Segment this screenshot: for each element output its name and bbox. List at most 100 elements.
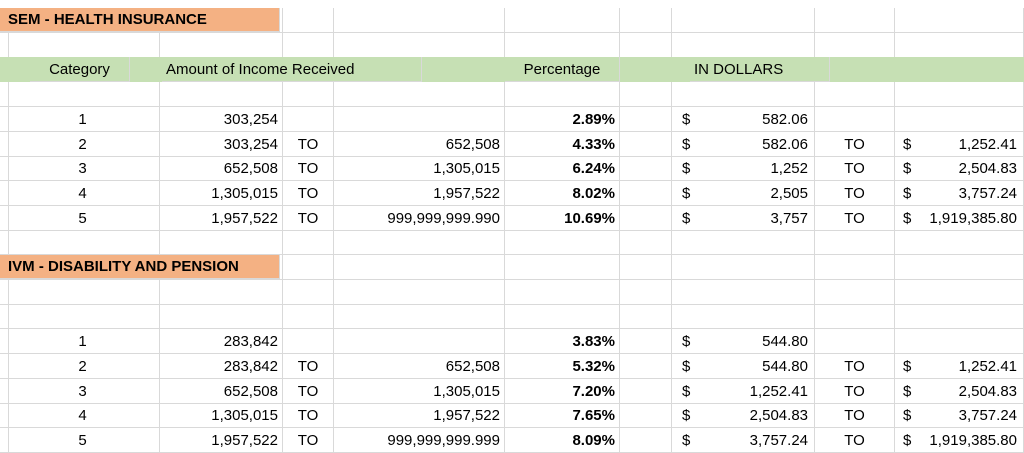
income-to-cell[interactable]: 652,508 — [334, 132, 505, 157]
grid-cell[interactable] — [0, 403, 9, 428]
grid-cell[interactable] — [0, 379, 9, 404]
grid-cell[interactable] — [0, 181, 9, 206]
to-label-cell[interactable]: TO — [815, 181, 895, 206]
section-title-health-insurance[interactable]: SEM - HEALTH INSURANCE — [0, 8, 280, 32]
grid-cell[interactable] — [815, 230, 895, 255]
grid-cell[interactable] — [160, 33, 283, 58]
grid-cell[interactable] — [620, 8, 672, 33]
to-label-cell[interactable] — [283, 329, 334, 354]
to-label-cell[interactable]: TO — [815, 206, 895, 231]
income-from-cell[interactable]: 283,842 — [160, 354, 283, 379]
income-to-cell[interactable]: 1,305,015 — [334, 379, 505, 404]
income-from-cell[interactable]: 303,254 — [160, 107, 283, 132]
income-to-cell[interactable]: 652,508 — [334, 354, 505, 379]
grid-cell[interactable] — [672, 304, 815, 329]
grid-cell[interactable] — [283, 33, 334, 58]
grid-cell[interactable] — [0, 206, 9, 231]
grid-cell[interactable] — [160, 8, 283, 33]
to-label-cell[interactable]: TO — [283, 379, 334, 404]
income-from-cell[interactable]: 652,508 — [160, 379, 283, 404]
to-label-cell[interactable]: TO — [815, 354, 895, 379]
dollars-to-cell[interactable] — [895, 329, 1024, 354]
grid-cell[interactable] — [283, 304, 334, 329]
grid-cell[interactable] — [620, 230, 672, 255]
grid-cell[interactable] — [895, 255, 1024, 280]
dollars-from-cell[interactable]: $2,504.83 — [620, 403, 815, 428]
grid-cell[interactable] — [672, 230, 815, 255]
to-label-cell[interactable]: TO — [283, 354, 334, 379]
percentage-cell[interactable]: 7.65% — [505, 403, 620, 428]
dollars-from-cell[interactable]: $544.80 — [620, 329, 815, 354]
to-label-cell[interactable]: TO — [283, 206, 334, 231]
percentage-cell[interactable]: 10.69% — [505, 206, 620, 231]
grid-cell[interactable] — [895, 280, 1024, 305]
grid-cell[interactable] — [334, 33, 505, 58]
income-from-cell[interactable]: 283,842 — [160, 329, 283, 354]
grid-cell[interactable] — [334, 255, 505, 280]
grid-cell[interactable] — [672, 33, 815, 58]
grid-cell[interactable] — [283, 230, 334, 255]
income-from-cell[interactable]: 1,957,522 — [160, 428, 283, 453]
percentage-cell[interactable]: 4.33% — [505, 132, 620, 157]
grid-cell[interactable] — [505, 230, 620, 255]
grid-cell[interactable] — [334, 280, 505, 305]
income-to-cell[interactable]: 999,999,999.999 — [334, 428, 505, 453]
grid-cell[interactable] — [0, 354, 9, 379]
percentage-cell[interactable]: 8.09% — [505, 428, 620, 453]
grid-cell[interactable] — [895, 8, 1024, 33]
to-label-cell[interactable]: TO — [815, 379, 895, 404]
grid-cell[interactable] — [0, 230, 9, 255]
dollars-from-cell[interactable]: $582.06 — [620, 107, 815, 132]
grid-cell[interactable] — [334, 82, 505, 107]
percentage-cell[interactable]: 8.02% — [505, 181, 620, 206]
grid-cell[interactable] — [815, 280, 895, 305]
grid-cell[interactable] — [6, 230, 160, 255]
grid-cell[interactable] — [620, 82, 672, 107]
grid-cell[interactable] — [283, 8, 334, 33]
income-to-cell[interactable]: 1,957,522 — [334, 403, 505, 428]
grid-cell[interactable] — [334, 304, 505, 329]
grid-cell[interactable] — [0, 329, 9, 354]
category-cell[interactable]: 2 — [6, 132, 160, 157]
percentage-cell[interactable]: 5.32% — [505, 354, 620, 379]
grid-cell[interactable] — [0, 156, 9, 181]
grid-cell[interactable] — [0, 82, 9, 107]
grid-cell[interactable] — [815, 304, 895, 329]
grid-cell[interactable] — [620, 255, 672, 280]
income-from-cell[interactable]: 303,254 — [160, 132, 283, 157]
to-label-cell[interactable]: TO — [815, 428, 895, 453]
grid-cell[interactable] — [334, 230, 505, 255]
dollars-from-cell[interactable]: $1,252 — [620, 156, 815, 181]
grid-cell[interactable] — [6, 33, 160, 58]
dollars-from-cell[interactable]: $544.80 — [620, 354, 815, 379]
grid-cell[interactable] — [160, 82, 283, 107]
grid-cell[interactable] — [505, 304, 620, 329]
income-from-cell[interactable]: 1,305,015 — [160, 403, 283, 428]
grid-cell[interactable] — [283, 280, 334, 305]
to-label-cell[interactable]: TO — [283, 428, 334, 453]
grid-cell[interactable] — [505, 82, 620, 107]
grid-cell[interactable] — [505, 8, 620, 33]
grid-cell[interactable] — [672, 280, 815, 305]
dollars-to-cell[interactable]: $2,504.83 — [895, 379, 1024, 404]
income-to-cell[interactable]: 1,305,015 — [334, 156, 505, 181]
grid-cell[interactable] — [620, 280, 672, 305]
grid-cell[interactable] — [6, 280, 160, 305]
to-label-cell[interactable]: TO — [283, 403, 334, 428]
income-to-cell[interactable] — [334, 329, 505, 354]
grid-cell[interactable] — [6, 304, 160, 329]
grid-cell[interactable] — [620, 33, 672, 58]
category-cell[interactable]: 4 — [6, 403, 160, 428]
grid-cell[interactable] — [505, 280, 620, 305]
to-label-cell[interactable]: TO — [283, 132, 334, 157]
grid-cell[interactable] — [0, 132, 9, 157]
dollars-from-cell[interactable]: $1,252.41 — [620, 379, 815, 404]
to-label-cell[interactable]: TO — [283, 156, 334, 181]
percentage-cell[interactable]: 7.20% — [505, 379, 620, 404]
section-title-disability-pension[interactable]: IVM - DISABILITY AND PENSION — [0, 255, 280, 279]
grid-cell[interactable] — [505, 255, 620, 280]
grid-cell[interactable] — [0, 107, 9, 132]
dollars-to-cell[interactable]: $2,504.83 — [895, 156, 1024, 181]
to-label-cell[interactable]: TO — [815, 156, 895, 181]
